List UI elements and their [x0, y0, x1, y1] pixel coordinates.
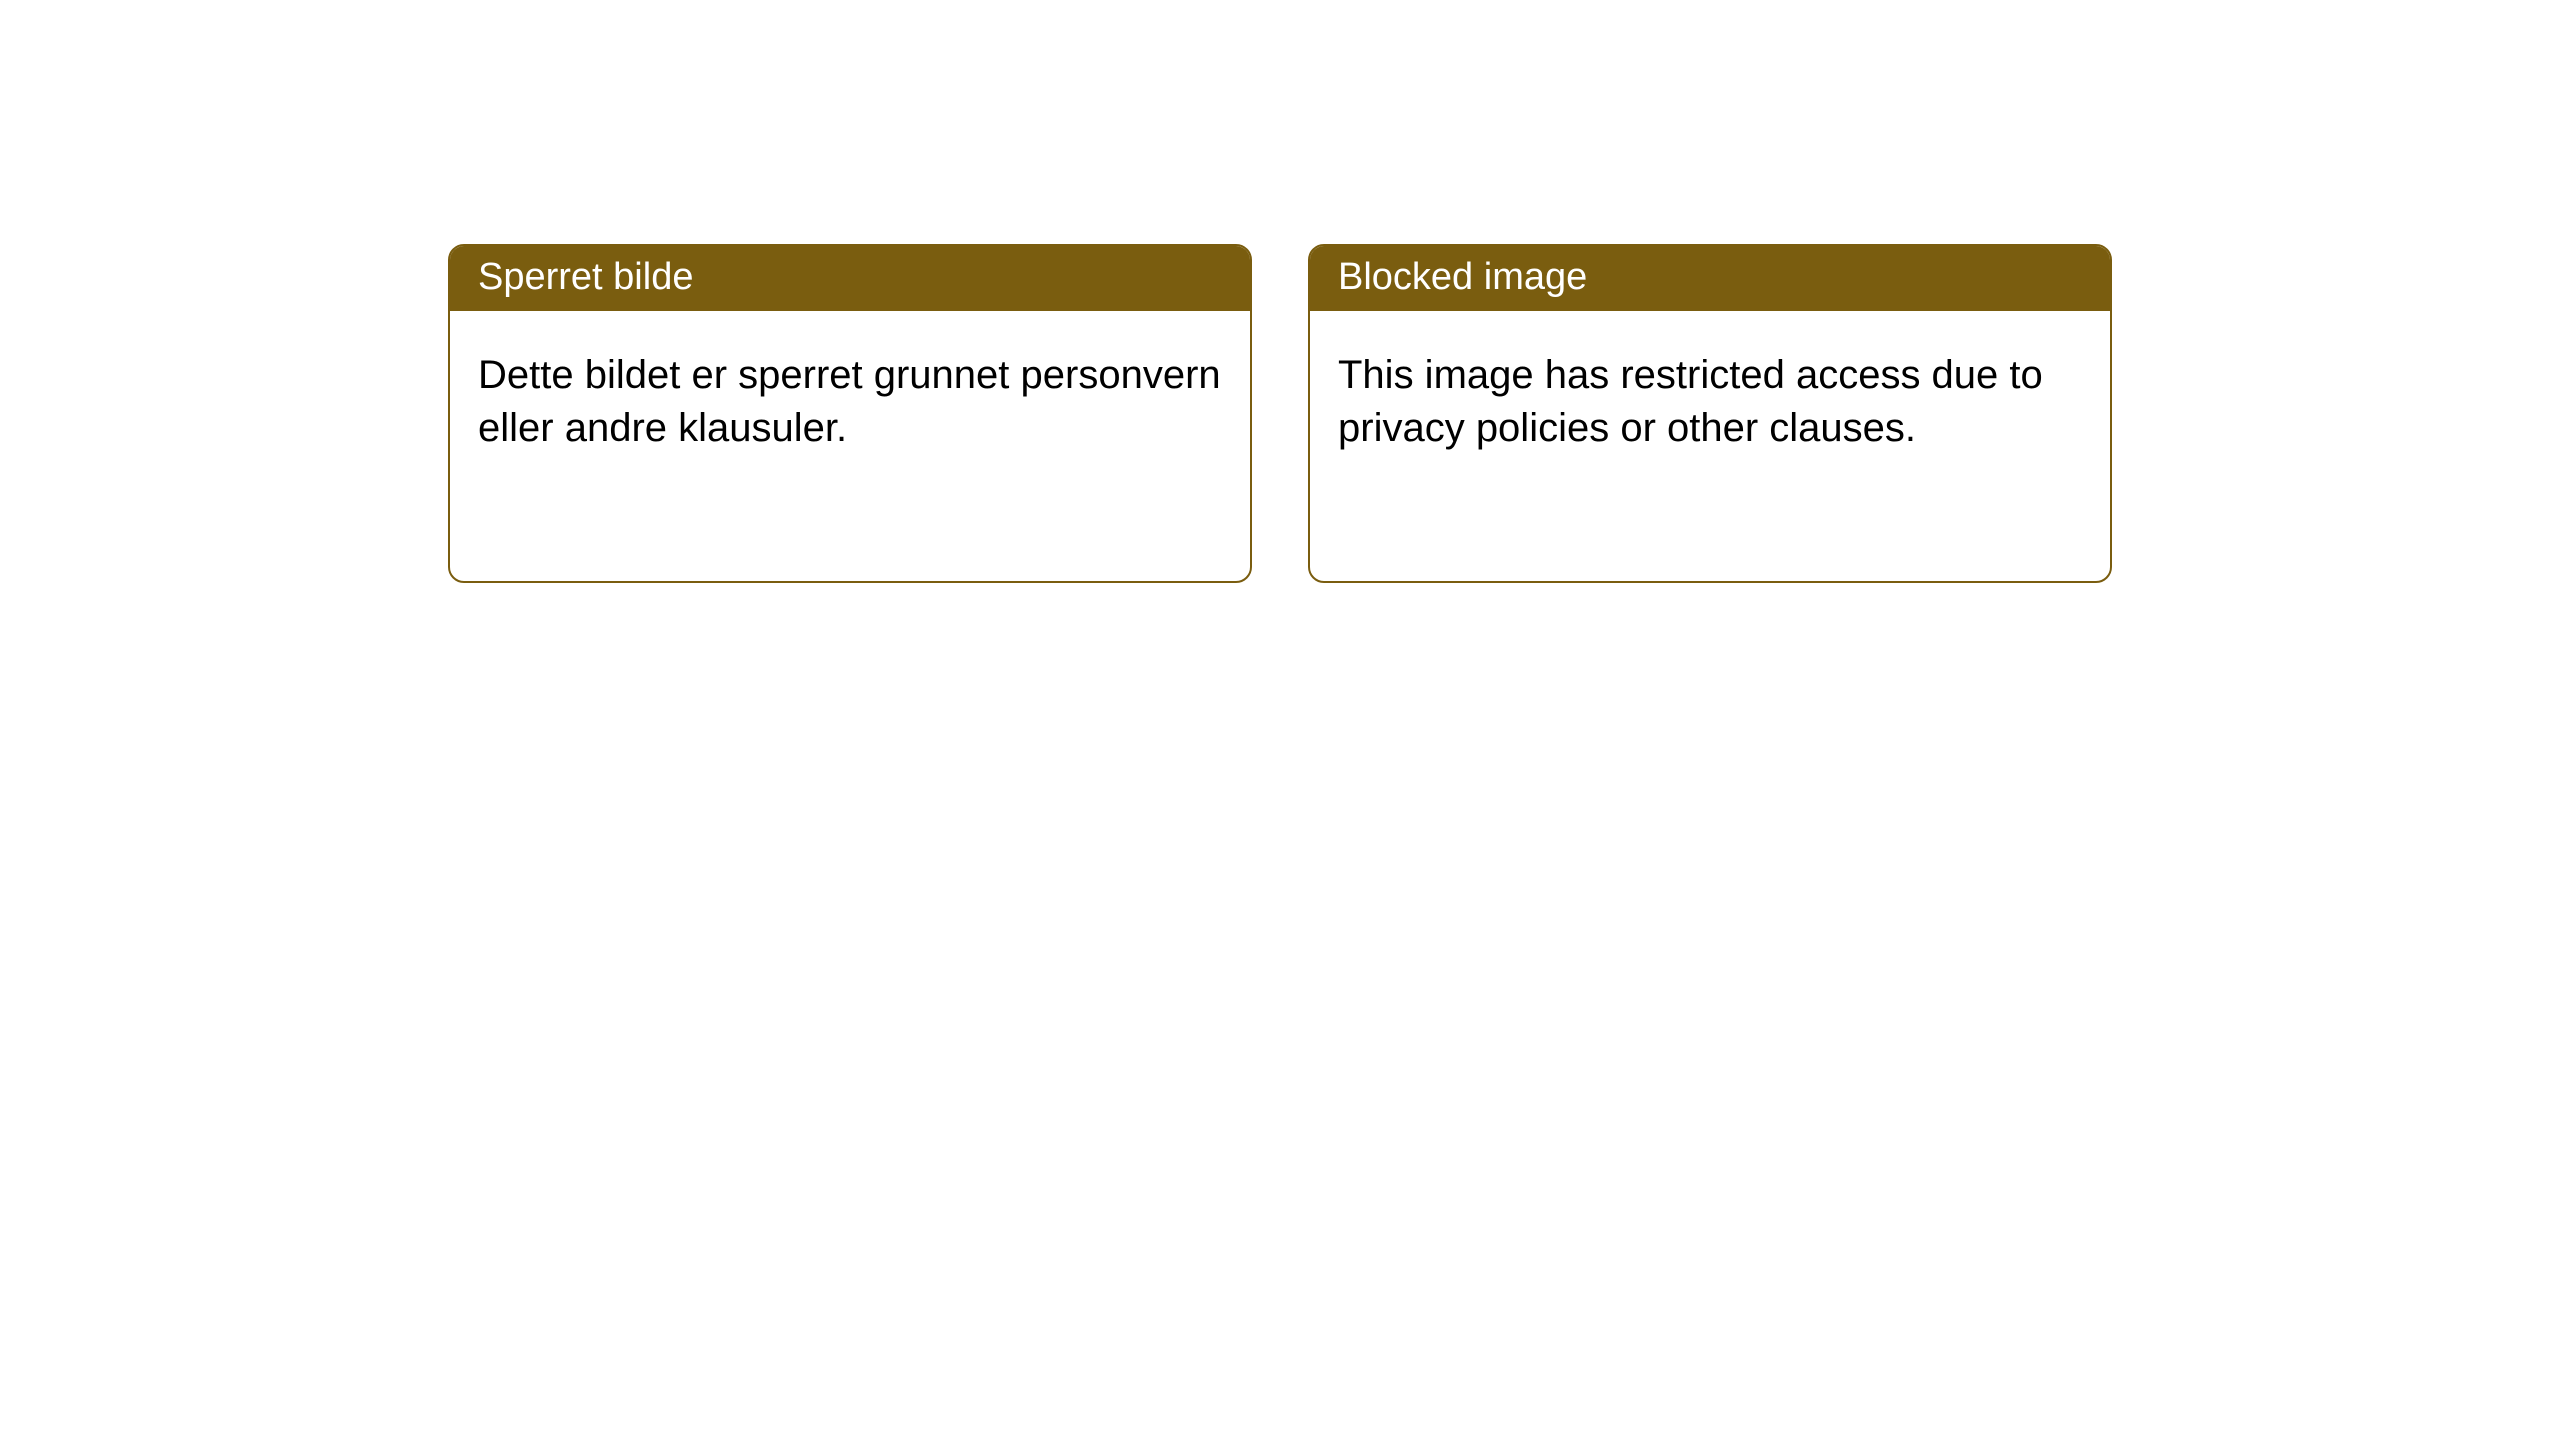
notice-card-en: Blocked image This image has restricted … [1308, 244, 2112, 583]
notice-body-en: This image has restricted access due to … [1310, 311, 2110, 581]
notice-container: Sperret bilde Dette bildet er sperret gr… [0, 0, 2560, 583]
notice-body-no: Dette bildet er sperret grunnet personve… [450, 311, 1250, 581]
notice-card-no: Sperret bilde Dette bildet er sperret gr… [448, 244, 1252, 583]
notice-header-no: Sperret bilde [450, 246, 1250, 311]
notice-header-en: Blocked image [1310, 246, 2110, 311]
